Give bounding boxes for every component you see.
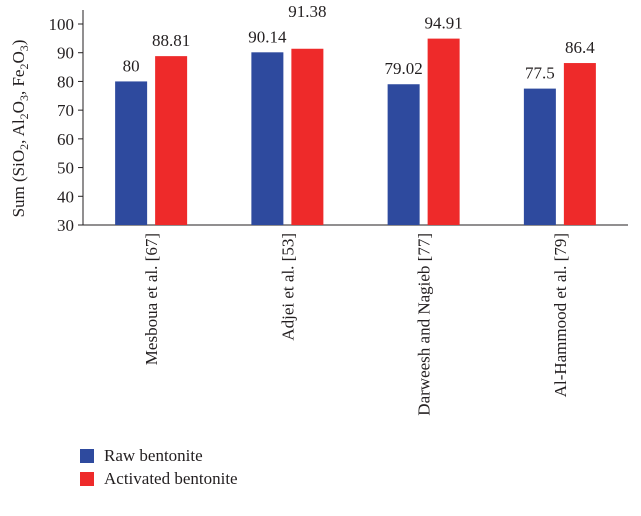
y-axis: 30 40 50 60 70 80 90 100 [49, 10, 84, 235]
bar-activated [155, 56, 188, 225]
y-tick-label: 40 [57, 187, 74, 206]
y-axis-title-subscript: 3 [17, 95, 31, 101]
bar-raw [115, 81, 148, 225]
y-axis-title-subscript: 2 [17, 113, 31, 119]
legend-item-activated: Activated bentonite [80, 467, 238, 490]
data-label: 90.14 [248, 27, 287, 46]
data-label: 88.81 [152, 31, 190, 50]
bar-activated [563, 63, 596, 226]
legend-item-raw: Raw bentonite [80, 444, 238, 467]
data-label: 91.38 [288, 2, 326, 21]
data-label: 79.02 [385, 59, 423, 78]
bar-raw [523, 88, 556, 225]
y-tick-label: 70 [57, 101, 74, 120]
x-category-label: Darweesh and Nagieb [77] [415, 233, 434, 416]
legend-label-raw: Raw bentonite [104, 445, 203, 465]
y-tick-label: 80 [57, 72, 74, 91]
legend-swatch-raw [80, 448, 94, 463]
data-label: 77.5 [525, 64, 555, 83]
category-labels: Mesboua et al. [67] Adjei et al. [53] Darw… [142, 233, 570, 416]
y-tick-label: 90 [57, 44, 74, 63]
y-axis-title-part: Sum (SiO [9, 150, 28, 218]
bar-raw [387, 84, 420, 225]
legend-label-activated: Activated bentonite [104, 468, 238, 488]
x-category-label: Adjei et al. [53] [278, 233, 297, 341]
legend-swatch-activated [80, 471, 94, 486]
y-axis-title-part: , Al [9, 119, 28, 144]
y-axis-title-subscript: 3 [17, 45, 31, 51]
x-category-label: Mesboua et al. [67] [142, 233, 161, 365]
bar-activated [291, 48, 324, 226]
y-axis-title-subscript: 2 [17, 144, 31, 150]
data-label: 86.4 [565, 38, 595, 57]
legend: Raw bentonite Activated bentonite [80, 444, 238, 490]
y-tick-label: 30 [57, 216, 74, 235]
x-category-label: Al-Hammood et al. [79] [551, 233, 570, 397]
y-axis-title-part: ) [9, 40, 28, 46]
y-tick-label: 60 [57, 130, 74, 149]
y-axis-title-part: O [9, 101, 28, 113]
y-axis-title-text: Sum (SiO2, Al2O3, Fe2O3) [9, 40, 31, 218]
bar-activated [427, 38, 460, 225]
bar-chart: Sum (SiO2, Al2O3, Fe2O3) 304050607080901… [9, 2, 628, 416]
y-tick-label: 100 [49, 15, 75, 34]
y-axis-title-subscript: 2 [17, 64, 31, 70]
y-tick-label: 50 [57, 159, 74, 178]
bars [115, 38, 596, 226]
data-label: 94.91 [425, 14, 463, 33]
data-label: 80 [123, 56, 140, 75]
y-axis-title: Sum (SiO2, Al2O3, Fe2O3) [9, 40, 31, 218]
y-axis-title-part: , Fe [9, 70, 28, 96]
bar-raw [251, 52, 284, 225]
y-axis-title-part: O [9, 51, 28, 63]
